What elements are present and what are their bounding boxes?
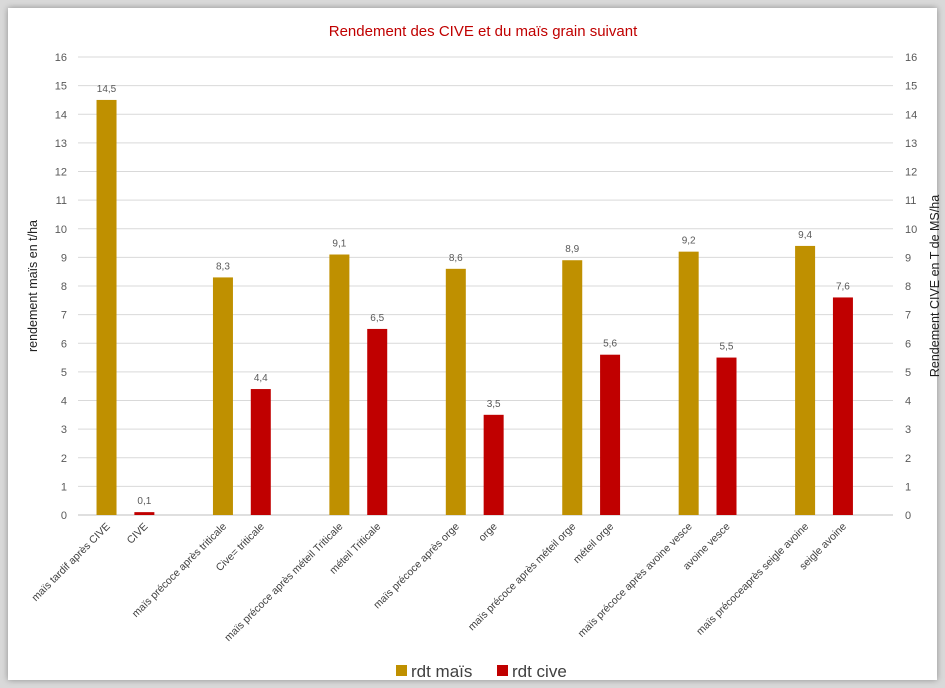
y-tick-left: 10 <box>55 224 67 236</box>
y-tick-left: 4 <box>61 396 67 408</box>
x-tick-label: méteil orge <box>571 521 616 566</box>
bar-mais <box>329 254 350 515</box>
y-tick-left: 8 <box>61 281 67 293</box>
data-label: 0,1 <box>137 496 151 507</box>
data-label: 9,4 <box>798 230 812 241</box>
y-tick-right: 8 <box>905 281 911 293</box>
bar-cive <box>250 389 271 515</box>
y-tick-left: 12 <box>55 167 67 179</box>
data-label: 8,3 <box>216 261 230 272</box>
data-label: 8,9 <box>565 244 579 255</box>
chart-frame <box>8 8 937 680</box>
y-tick-right: 4 <box>905 396 911 408</box>
data-label: 14,5 <box>97 84 117 95</box>
y-tick-left: 15 <box>55 81 67 93</box>
y-axis-left-title: rendement maïs en t/ha <box>26 220 40 352</box>
data-label: 6,5 <box>370 313 384 324</box>
y-tick-right: 6 <box>905 338 911 350</box>
y-tick-left: 14 <box>55 109 67 121</box>
bar-cive <box>483 414 504 515</box>
y-tick-left: 9 <box>61 252 67 264</box>
legend-label-cive: rdt cive <box>512 662 567 681</box>
y-tick-right: 12 <box>905 167 917 179</box>
data-label: 9,2 <box>682 236 696 247</box>
y-tick-right: 1 <box>905 481 911 493</box>
bar-mais <box>96 99 117 515</box>
x-tick-label: maïs précoce après orge <box>371 521 462 612</box>
legend: rdt maïs rdt cive <box>396 662 567 681</box>
bar-mais <box>678 251 699 515</box>
data-label: 5,5 <box>720 342 734 353</box>
y-tick-right: 5 <box>905 367 911 379</box>
data-label: 5,6 <box>603 339 617 350</box>
y-tick-left: 5 <box>61 367 67 379</box>
y-tick-right: 10 <box>905 224 917 236</box>
legend-label-mais: rdt maïs <box>411 662 472 681</box>
bar-cive <box>832 297 853 515</box>
x-tick-label: CIVE <box>125 521 151 547</box>
legend-swatch-mais <box>396 665 407 676</box>
x-tick-label: maïs tardif après CIVE <box>29 521 112 604</box>
y-tick-left: 3 <box>61 424 67 436</box>
x-tick-label: maïs précoce après triticale <box>130 521 229 620</box>
y-tick-right: 13 <box>905 138 917 150</box>
bar-mais <box>445 268 466 515</box>
y-tick-left: 6 <box>61 338 67 350</box>
bar-cive <box>600 354 621 515</box>
bar-cive <box>367 328 388 515</box>
y-tick-right: 9 <box>905 252 911 264</box>
bar-cive <box>134 512 155 515</box>
y-tick-left: 2 <box>61 453 67 465</box>
bar-mais <box>795 245 816 516</box>
y-tick-right: 11 <box>905 195 916 207</box>
chart-title: Rendement des CIVE et du maïs grain suiv… <box>329 23 638 40</box>
y-axis-right-title: Rendement CIVE en T de MS/ha <box>928 195 942 377</box>
bars: 14,5 0,1 8,3 4,4 9,1 6,5 8,6 3,5 8,9 5,6 9,2 5,5 9,4… <box>96 84 853 516</box>
y-tick-left: 13 <box>55 138 67 150</box>
y-tick-right: 7 <box>905 310 911 322</box>
y-tick-right: 2 <box>905 453 911 465</box>
y-tick-left: 0 <box>61 510 67 522</box>
bar-mais <box>562 260 583 515</box>
y-tick-left: 16 <box>55 52 67 64</box>
y-tick-right: 16 <box>905 52 917 64</box>
x-tick-label: orge <box>476 521 499 544</box>
y-tick-right: 14 <box>905 109 917 121</box>
data-label: 7,6 <box>836 281 850 292</box>
bar-cive <box>716 357 737 515</box>
y-tick-left: 11 <box>56 195 67 207</box>
y-tick-right: 15 <box>905 81 917 93</box>
data-label: 9,1 <box>332 239 346 250</box>
legend-swatch-cive <box>497 665 508 676</box>
y-tick-right: 3 <box>905 424 911 436</box>
y-tick-right: 0 <box>905 510 911 522</box>
y-tick-left: 1 <box>61 481 67 493</box>
data-label: 8,6 <box>449 253 463 264</box>
bar-mais <box>212 277 233 515</box>
y-tick-left: 7 <box>61 310 67 322</box>
data-label: 4,4 <box>254 373 268 384</box>
data-label: 3,5 <box>487 399 501 410</box>
